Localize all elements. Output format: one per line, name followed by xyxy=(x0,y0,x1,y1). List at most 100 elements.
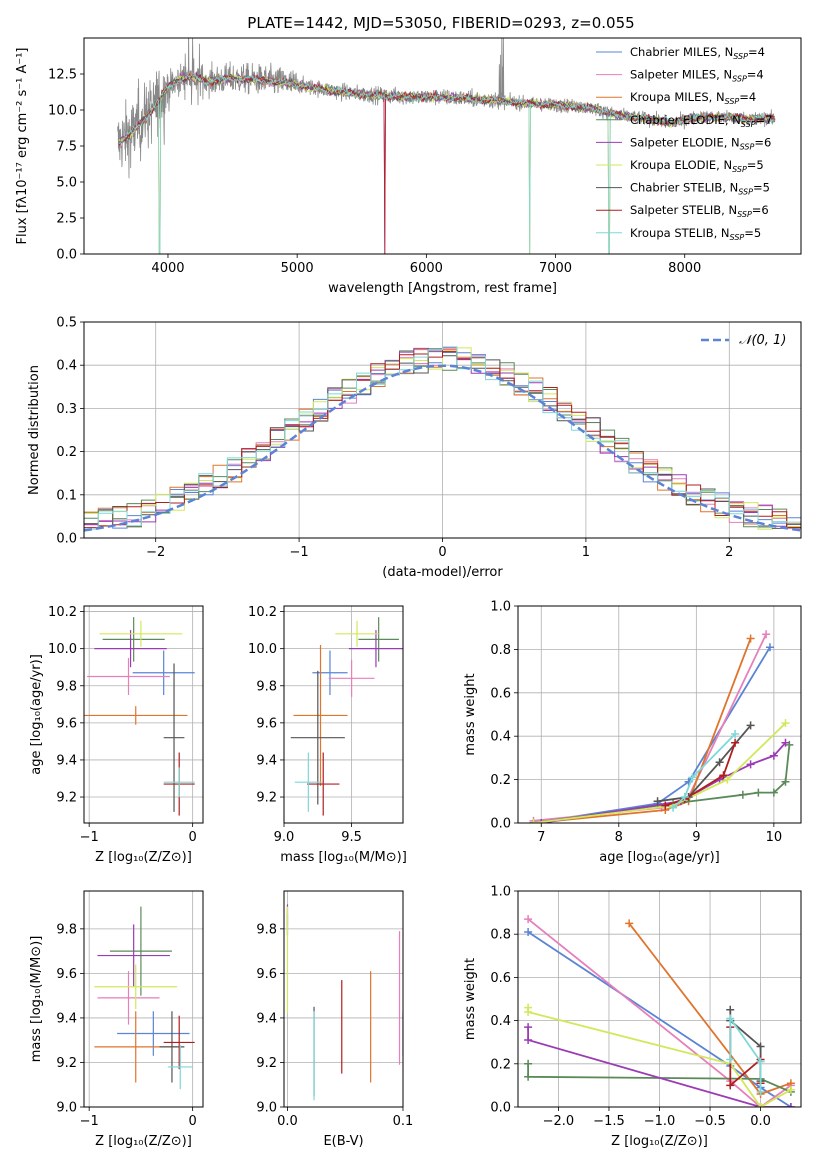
weight-point-marker xyxy=(524,1007,533,1016)
spectrum-plot-area xyxy=(117,38,776,254)
weight-point-marker xyxy=(524,915,533,924)
x-tick-label: 5000 xyxy=(281,261,314,276)
y-tick-label: 2.5 xyxy=(56,212,77,227)
errorbar-salpeter-miles xyxy=(328,659,375,697)
weight-point-marker xyxy=(688,773,697,782)
errorbar-salpeter-stelib xyxy=(306,752,340,816)
weight-point-marker xyxy=(746,634,755,643)
weight-point-marker xyxy=(769,788,778,797)
weight-point-marker xyxy=(726,1055,735,1064)
y-tick-label: 0.8 xyxy=(490,928,511,943)
errorbar-kroupa-stelib xyxy=(163,767,195,798)
errorbar-kroupa-elodie xyxy=(94,964,178,1010)
errorbar-chabrier-miles xyxy=(132,650,195,696)
x-tick-label: 7 xyxy=(537,830,545,845)
legend-entry: Kroupa ELODIE, NSSP=5 xyxy=(630,158,764,174)
x-tick-label: 7000 xyxy=(539,261,572,276)
weight-line-kroupa-miles xyxy=(533,638,752,823)
x-axis-label: E(B-V) xyxy=(323,1134,363,1149)
y-tick-label: 0.0 xyxy=(490,1101,511,1116)
x-tick-label: 2 xyxy=(725,545,733,560)
errorbar-salpeter-miles xyxy=(97,971,160,1025)
weight-line-salpeter-miles xyxy=(533,633,767,822)
weight-point-marker xyxy=(726,1081,735,1090)
y-tick-label: 9.6 xyxy=(256,716,277,731)
y-tick-label: 10.2 xyxy=(48,605,77,620)
errorbar-kroupa-stelib xyxy=(167,1044,193,1090)
axes-frame xyxy=(83,605,204,824)
weight-point-marker xyxy=(746,721,755,730)
weight-line-chabrier-elodie xyxy=(527,1063,792,1093)
x-tick-label: −1 xyxy=(80,1114,99,1129)
y-axis-label: mass weight xyxy=(463,958,478,1040)
weight-line-chabrier-miles xyxy=(533,646,771,823)
y-tick-label: 9.2 xyxy=(56,1056,77,1071)
y-tick-label: 0.6 xyxy=(490,971,511,986)
x-tick-label: 0.0 xyxy=(277,1114,298,1129)
x-axis-label: Z [log₁₀(Z/Z⊙)] xyxy=(95,850,192,865)
legend-entry: Salpeter ELODIE, NSSP=6 xyxy=(630,135,771,151)
x-tick-label: 10 xyxy=(766,830,783,845)
weight-point-marker xyxy=(765,643,774,652)
weight-point-marker xyxy=(769,751,778,760)
weight-point-marker xyxy=(669,803,678,812)
weight-point-marker xyxy=(762,630,771,639)
y-axis-label: Flux [fλ10⁻¹⁷ erg cm⁻² s⁻¹ A⁻¹] xyxy=(15,48,30,245)
x-tick-label: −1 xyxy=(80,830,99,845)
x-axis-label: wavelength [Angstrom, rest frame] xyxy=(328,281,557,296)
x-tick-label: 4000 xyxy=(151,261,184,276)
residuals-panel: −2 −1 0 1 2 0.0 0.1 0.2 0.3 0.4 0.5 (data-model)/er… xyxy=(27,316,802,580)
weight-point-marker xyxy=(680,792,689,801)
weight-point-marker xyxy=(661,801,670,810)
axes-frame xyxy=(283,605,404,824)
y-tick-label: 9.2 xyxy=(256,1056,277,1071)
y-tick-label: 0.2 xyxy=(490,1057,511,1072)
y-axis-label: age [log₁₀(age/yr)] xyxy=(29,654,44,775)
x-tick-label: 8 xyxy=(615,830,623,845)
mass_vs_Z-panel: −1 0 9.0 9.2 9.4 9.6 9.8 Z [log₁₀(Z/Z⊙)] mass [l… xyxy=(29,890,204,1149)
weight-point-marker xyxy=(731,738,740,747)
x-tick-label: −2 xyxy=(146,545,165,560)
y-tick-label: 0.3 xyxy=(56,402,77,417)
y-axis-label: mass [log₁₀(M/M⊙)] xyxy=(29,936,44,1063)
age_vs_Z-panel: −1 0 9.2 9.4 9.6 9.8 10.0 10.2 Z [log₁₀(Z/Z⊙)] ag… xyxy=(29,605,204,865)
weight-point-marker xyxy=(653,797,662,806)
weight-point-marker xyxy=(781,719,790,728)
y-tick-label: 9.2 xyxy=(56,791,77,806)
errorbar-kroupa-stelib xyxy=(294,752,322,812)
y-tick-label: 9.8 xyxy=(56,922,77,937)
errorbar-chabrier-elodie xyxy=(358,617,399,662)
y-tick-label: 9.6 xyxy=(56,967,77,982)
legend-entry: Kroupa MILES, NSSP=4 xyxy=(630,90,756,106)
weight-point-marker xyxy=(781,738,790,747)
weight-point-marker xyxy=(786,1103,795,1107)
weight_vs_Z-panel: −2.0 −1.5 −1.0 −0.5 0.0 0.0 0.2 0.4 0.6 0.8 1.0 Z [… xyxy=(463,885,802,1149)
weight_vs_age-panel: 7 8 9 10 0.0 0.2 0.4 0.6 0.8 1.0 age [log₁₀(age/yr… xyxy=(463,600,802,865)
figure-title: PLATE=1442, MJD=53050, FIBERID=0293, z=0… xyxy=(247,14,634,32)
legend-entry: Salpeter MILES, NSSP=4 xyxy=(630,68,764,84)
y-tick-label: 0.2 xyxy=(56,445,77,460)
weight-point-marker xyxy=(726,1014,735,1023)
y-tick-label: 1.0 xyxy=(490,885,511,900)
x-tick-label: 6000 xyxy=(410,261,443,276)
y-tick-label: 9.4 xyxy=(256,753,277,768)
model-line-kroupa-stelib xyxy=(118,72,775,254)
legend-entry: Chabrier ELODIE, NSSP=7 xyxy=(630,113,772,129)
errorbar-salpeter-stelib xyxy=(163,1015,195,1070)
weight-point-marker xyxy=(731,730,740,739)
y-tick-label: 9.8 xyxy=(256,679,277,694)
y-tick-label: 0.8 xyxy=(490,643,511,658)
y-tick-label: 10.0 xyxy=(248,642,277,657)
weight-point-marker xyxy=(726,1005,735,1014)
mass_vs_ebv-plot-area xyxy=(286,904,403,1101)
errorbar-salpeter-miles xyxy=(87,657,170,696)
y-tick-label: 9.0 xyxy=(256,1101,277,1116)
x-tick-label: 0.0 xyxy=(750,1114,771,1129)
y-tick-label: 9.6 xyxy=(256,967,277,982)
y-tick-label: 0.1 xyxy=(56,488,77,503)
y-tick-label: 9.8 xyxy=(56,679,77,694)
weight-point-marker xyxy=(756,1103,765,1107)
x-tick-label: 0 xyxy=(189,830,197,845)
y-tick-label: 0.4 xyxy=(490,730,511,745)
